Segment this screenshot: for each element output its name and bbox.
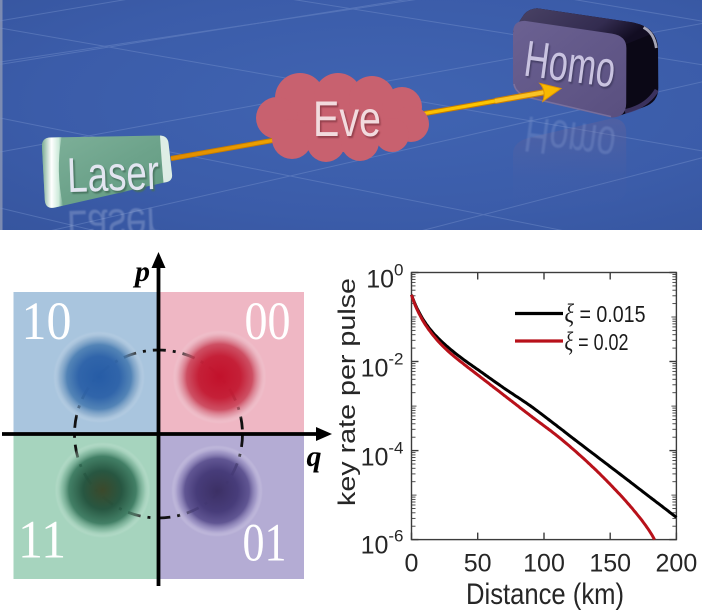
svg-text:11: 11	[18, 510, 66, 570]
svg-text:Homo: Homo	[521, 105, 619, 173]
svg-text:0: 0	[405, 550, 419, 578]
svg-text:200: 200	[656, 550, 698, 578]
svg-text:Laser: Laser	[68, 148, 162, 205]
svg-text:Homo: Homo	[522, 32, 620, 100]
svg-text:p: p	[132, 255, 150, 288]
svg-text:10-6: 10-6	[361, 526, 404, 559]
svg-text:Laser: Laser	[66, 146, 160, 203]
svg-text:ξ = 0.015: ξ = 0.015	[565, 299, 646, 328]
svg-text:ξ = 0.02: ξ = 0.02	[565, 327, 629, 356]
svg-text:Distance (km): Distance (km)	[466, 578, 624, 611]
svg-text:10-4: 10-4	[361, 439, 404, 472]
svg-text:100: 100	[523, 550, 565, 578]
svg-text:10: 10	[22, 291, 72, 351]
svg-text:q: q	[307, 440, 322, 473]
svg-text:00: 00	[245, 291, 291, 351]
svg-text:100: 100	[366, 261, 403, 294]
svg-text:Laser: Laser	[66, 197, 160, 254]
svg-text:key rate per pulse: key rate per pulse	[334, 278, 361, 506]
svg-text:Eve: Eve	[315, 93, 383, 149]
svg-text:Eve: Eve	[313, 91, 381, 147]
svg-text:50: 50	[464, 550, 492, 578]
svg-text:150: 150	[589, 550, 631, 578]
svg-text:Homo: Homo	[521, 30, 619, 98]
svg-text:10-2: 10-2	[361, 350, 404, 383]
svg-text:01: 01	[243, 513, 287, 573]
